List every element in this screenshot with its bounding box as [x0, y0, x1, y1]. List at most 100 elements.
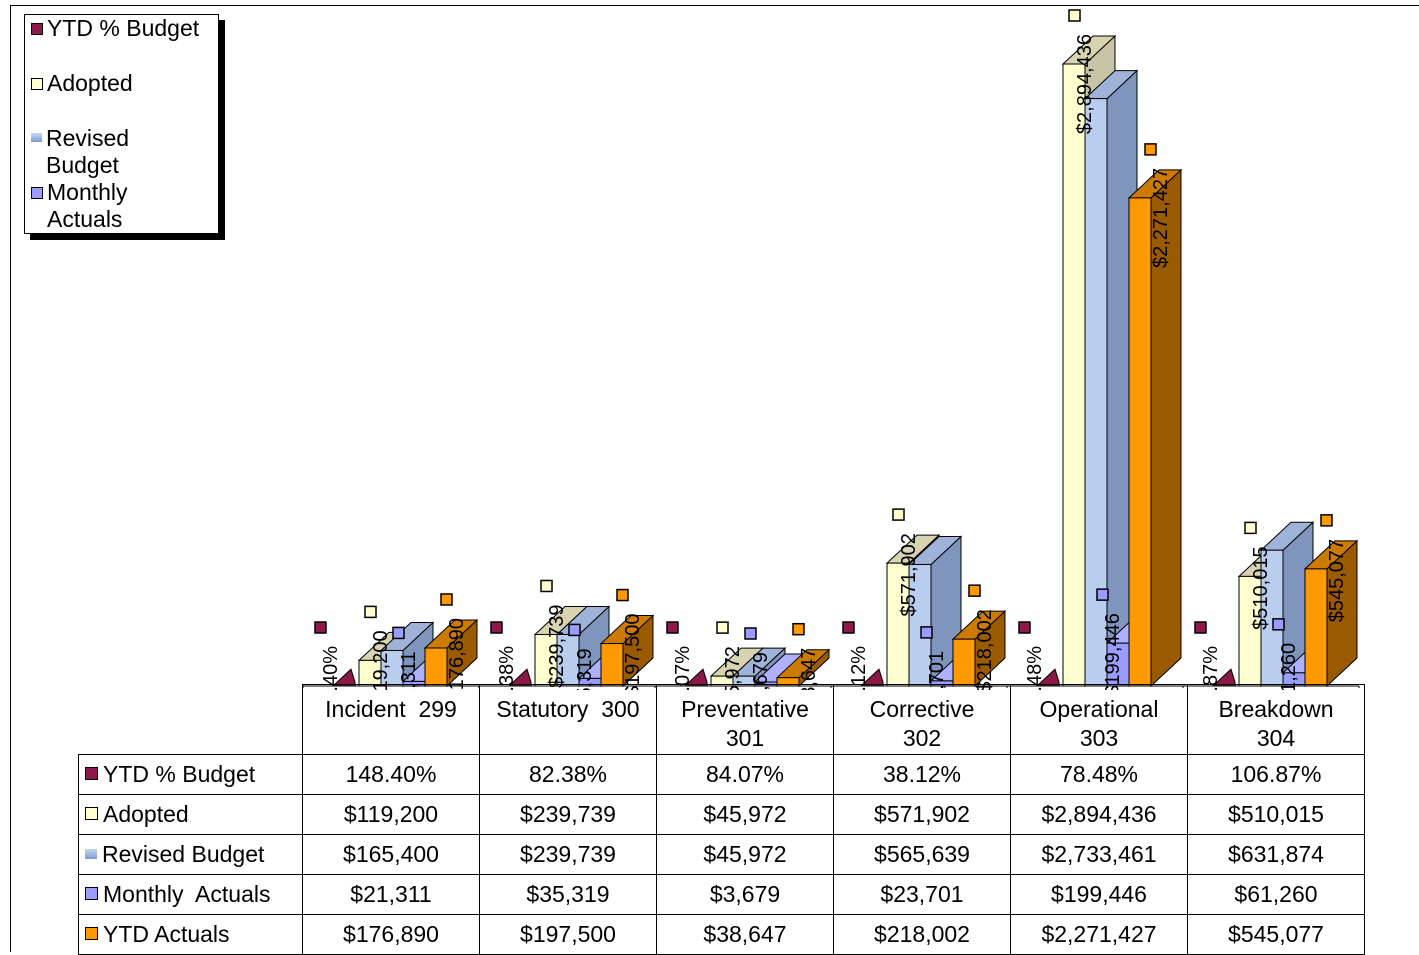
data-label-ytd-actuals: $176,890 [446, 618, 468, 690]
label-marker-adopted [364, 605, 377, 619]
row-label: Monthly Actuals [103, 881, 271, 907]
label-marker-ytd-budget [666, 621, 679, 634]
bar-ytd-actuals [1304, 568, 1328, 687]
table-cell: 106.87% [1187, 754, 1365, 795]
table-cell: 148.40% [302, 754, 480, 795]
table-corner-cell [78, 684, 303, 755]
category-label: Preventative 301 [656, 684, 834, 755]
row-header-adopted: Adopted [78, 794, 303, 835]
table-cell: $165,400 [302, 834, 480, 875]
label-marker-ytd-actuals [968, 584, 981, 597]
table-cell: $2,894,436 [1010, 794, 1188, 835]
row-label: Adopted [103, 801, 189, 827]
row-header-ytd-actuals: YTD Actuals [78, 914, 303, 955]
data-label-ytd-budget: 78.48% [1024, 646, 1046, 690]
data-label-ytd-budget: 38.12% [848, 646, 870, 690]
data-label-adopted: $239,739 [546, 604, 568, 687]
table-cell: $197,500 [479, 914, 657, 955]
data-label-monthly-actuals: $61,260 [1278, 643, 1300, 690]
label-marker-ytd-actuals [1320, 514, 1333, 527]
data-label-adopted: $2,894,436 [1074, 34, 1096, 134]
table-cell: $510,015 [1187, 794, 1365, 835]
label-marker-ytd-budget [490, 621, 503, 634]
label-marker-monthly-actuals [1272, 618, 1285, 631]
label-marker-ytd-budget [314, 621, 327, 634]
legend-item-adopted: Adopted [31, 70, 133, 97]
bar-ytd-actuals [1128, 197, 1152, 687]
table-cell: 82.38% [479, 754, 657, 795]
data-label-monthly-actuals: $35,319 [574, 648, 596, 690]
row-label: YTD Actuals [103, 921, 230, 947]
label-marker-ytd-actuals [792, 622, 805, 636]
label-marker-adopted [892, 508, 905, 521]
label-marker-monthly-actuals [568, 623, 581, 637]
label-marker-adopted [716, 621, 729, 634]
table-row: Revised Budget $165,400 $239,739 $45,972… [78, 834, 1365, 875]
legend-swatch-monthly-actuals [31, 187, 43, 199]
label-marker-adopted [1068, 9, 1081, 22]
chart-frame [10, 5, 1419, 952]
label-marker-monthly-actuals [744, 627, 757, 640]
label-marker-adopted [1244, 521, 1257, 535]
data-label-ytd-budget: 82.38% [496, 646, 518, 690]
table-cell: $565,639 [833, 834, 1011, 875]
data-label-ytd-actuals: $218,002 [974, 609, 996, 690]
table-cell: $239,739 [479, 794, 657, 835]
category-label: Breakdown 304 [1187, 684, 1365, 755]
legend-swatch-revised-budget [31, 133, 42, 142]
data-label-monthly-actuals: $199,446 [1102, 613, 1124, 690]
label-marker-adopted [540, 579, 553, 593]
row-swatch [85, 767, 98, 781]
table-cell: $571,902 [833, 794, 1011, 835]
table-row: Adopted $119,200 $239,739 $45,972 $571,9… [78, 794, 1365, 835]
table-cell: $3,679 [656, 874, 834, 915]
table-row: YTD % Budget 148.40% 82.38% 84.07% 38.12… [78, 754, 1365, 795]
data-label-monthly-actuals: $3,679 [750, 652, 772, 690]
table-cell: $61,260 [1187, 874, 1365, 915]
bar-ytd-actuals [600, 643, 624, 687]
legend-swatch-adopted [31, 78, 43, 90]
category-label: Incident 299 [302, 684, 480, 755]
row-swatch [85, 927, 98, 941]
data-label-ytd-actuals: $197,500 [622, 614, 644, 690]
legend-item-revised-budget: Revised Budget [31, 125, 129, 179]
table-cell: $199,446 [1010, 874, 1188, 915]
data-label-adopted: $45,972 [722, 646, 744, 690]
row-header-monthly-actuals: Monthly Actuals [78, 874, 303, 915]
table-cell: $35,319 [479, 874, 657, 915]
label-marker-ytd-actuals [616, 588, 629, 602]
table-row: Monthly Actuals $21,311 $35,319 $3,679 $… [78, 874, 1365, 915]
table-cell: $631,874 [1187, 834, 1365, 875]
row-header-revised-budget: Revised Budget [78, 834, 303, 875]
row-label: Revised Budget [102, 841, 265, 867]
data-label-ytd-actuals: $545,077 [1326, 539, 1348, 622]
row-swatch [85, 807, 98, 821]
label-marker-monthly-actuals [1096, 588, 1109, 601]
table-header-row: Incident 299 Statutory 300 Preventative … [78, 684, 1365, 755]
data-label-adopted: $510,015 [1250, 546, 1272, 629]
bar-ytd-actuals [424, 647, 448, 687]
table-cell: $119,200 [302, 794, 480, 835]
label-marker-ytd-budget [1018, 621, 1031, 634]
row-header-ytd-pct-budget: YTD % Budget [78, 754, 303, 795]
table-cell: $45,972 [656, 834, 834, 875]
data-label-monthly-actuals: $21,311 [398, 651, 420, 690]
data-label-ytd-budget: 106.87% [1200, 646, 1222, 690]
category-label: Statutory 300 [479, 684, 657, 755]
legend-item-ytd-pct-budget: YTD % Budget [31, 15, 199, 42]
label-marker-ytd-budget [842, 621, 855, 634]
data-label-monthly-actuals: $23,701 [926, 651, 948, 690]
legend-label: YTD % Budget [47, 15, 200, 41]
label-marker-ytd-budget [1194, 621, 1207, 634]
data-label-ytd-budget: 148.40% [320, 646, 342, 690]
data-label-ytd-actuals: $2,271,427 [1150, 168, 1172, 268]
table-cell: $176,890 [302, 914, 480, 955]
table-row: YTD Actuals $176,890 $197,500 $38,647 $2… [78, 914, 1365, 955]
legend-label: Adopted [47, 70, 133, 96]
table-cell: $21,311 [302, 874, 480, 915]
table-cell: $2,733,461 [1010, 834, 1188, 875]
bar-adopted [1062, 63, 1086, 687]
table-cell: $218,002 [833, 914, 1011, 955]
bar-ytd-actuals [952, 638, 976, 687]
category-label: Corrective 302 [833, 684, 1011, 755]
